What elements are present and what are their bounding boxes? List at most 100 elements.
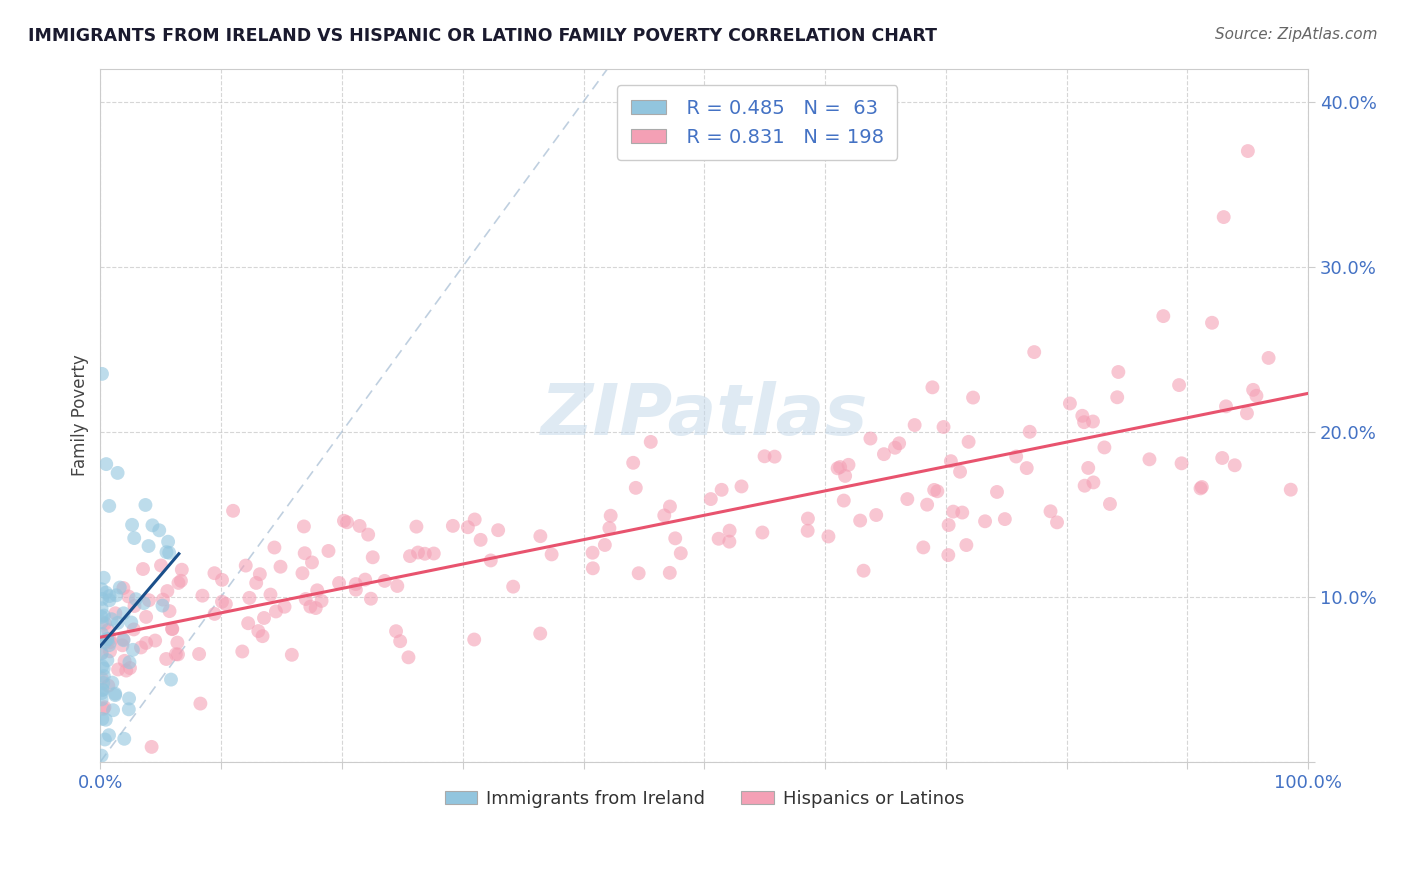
Point (932, 420, 955, 434)
Point (94, 732, 117, 747)
Point (98, 644, 121, 658)
Point (104, 687, 127, 701)
Point (1081, 415, 1104, 429)
Point (160, 673, 183, 687)
Point (170, 563, 193, 577)
Point (141, 739, 163, 754)
Text: Source: ZipAtlas.com: Source: ZipAtlas.com (1215, 27, 1378, 42)
Point (922, 483, 945, 497)
Legend: Immigrants from Ireland, Hispanics or Latinos: Immigrants from Ireland, Hispanics or La… (437, 782, 972, 815)
Point (96, 632, 118, 647)
Point (299, 599, 322, 614)
Point (1215, 400, 1237, 414)
Point (90, 601, 112, 615)
Point (90, 671, 112, 685)
Point (730, 479, 752, 493)
Point (125, 592, 148, 607)
Point (502, 580, 524, 594)
Point (1201, 316, 1223, 330)
Text: ZIPatlas: ZIPatlas (541, 381, 868, 450)
Point (834, 469, 856, 483)
Point (245, 575, 267, 590)
Point (122, 531, 145, 545)
Point (294, 546, 316, 560)
Point (479, 553, 502, 567)
Point (94, 616, 117, 631)
Point (957, 434, 980, 449)
Point (621, 456, 644, 470)
Point (96, 457, 118, 471)
Point (387, 579, 409, 593)
Point (1152, 309, 1174, 323)
Point (354, 573, 377, 587)
Point (91, 659, 114, 673)
Point (344, 582, 367, 597)
Point (231, 644, 253, 658)
Point (361, 550, 384, 565)
Point (90, 692, 112, 706)
Point (817, 529, 839, 543)
Point (581, 546, 603, 560)
Point (281, 648, 304, 662)
Point (832, 493, 855, 508)
Point (90, 647, 112, 661)
Point (112, 731, 135, 746)
Point (170, 574, 193, 588)
Point (830, 460, 852, 475)
Point (249, 567, 271, 582)
Point (98, 638, 121, 652)
Point (974, 514, 997, 528)
Point (305, 601, 328, 615)
Point (135, 636, 157, 650)
Point (464, 512, 486, 526)
Point (98, 589, 121, 603)
Point (640, 434, 662, 449)
Point (1211, 450, 1233, 465)
Point (107, 663, 129, 677)
Point (188, 647, 211, 661)
Point (122, 623, 145, 637)
Point (936, 548, 959, 562)
Point (259, 588, 281, 602)
Point (98, 728, 121, 742)
Point (204, 607, 226, 621)
Point (264, 604, 287, 618)
Point (307, 583, 329, 598)
Point (333, 514, 356, 528)
Point (91, 627, 114, 641)
Point (994, 512, 1017, 526)
Point (1098, 497, 1121, 511)
Point (598, 521, 620, 535)
Point (273, 599, 295, 614)
Point (1212, 210, 1234, 224)
Point (873, 447, 896, 461)
Point (112, 581, 135, 595)
Point (235, 558, 257, 573)
Point (191, 589, 214, 603)
Point (962, 391, 984, 405)
Point (160, 622, 183, 636)
Point (91, 682, 114, 697)
Point (1191, 480, 1213, 494)
Point (90, 610, 112, 624)
Point (93, 700, 115, 714)
Point (1071, 409, 1094, 423)
Point (112, 607, 135, 621)
Point (669, 546, 692, 560)
Point (97, 623, 120, 637)
Point (215, 597, 238, 611)
Point (389, 634, 412, 648)
Point (98, 593, 121, 607)
Point (156, 584, 179, 599)
Point (938, 518, 960, 533)
Point (423, 547, 446, 561)
Point (114, 654, 136, 668)
Point (96, 632, 118, 647)
Point (904, 417, 927, 432)
Point (763, 450, 786, 464)
Point (1059, 396, 1081, 410)
Point (157, 546, 180, 560)
Point (1168, 378, 1191, 392)
Point (1092, 441, 1115, 455)
Point (190, 697, 212, 711)
